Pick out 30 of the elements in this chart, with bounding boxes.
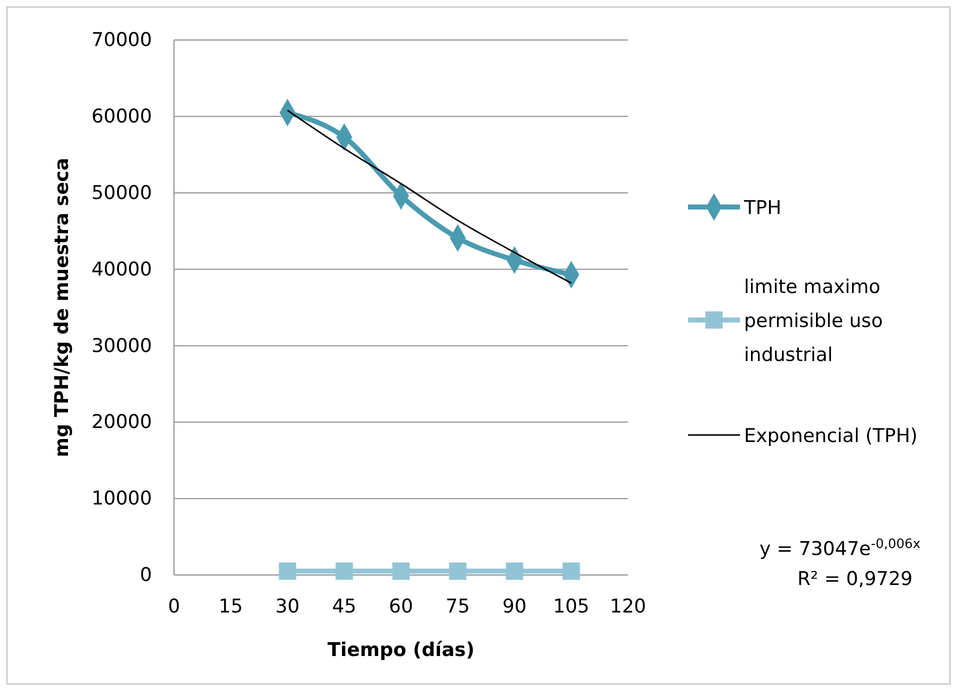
y-axis-title: mg TPH/kg de muestra seca — [51, 158, 73, 458]
point — [392, 562, 410, 580]
point — [336, 562, 353, 580]
y-tick-label: 40000 — [92, 258, 152, 280]
y-tick-label: 70000 — [92, 29, 152, 52]
x-axis-title: Tiempo (días) — [327, 639, 475, 661]
text: R² = 0,9729 — [797, 568, 913, 590]
x-tick-label: 105 — [553, 595, 590, 618]
y-tick-label: 0 — [140, 564, 152, 586]
x-tick-label: 60 — [388, 595, 414, 618]
x-tick-label: 0 — [168, 595, 180, 618]
y-tick-label: 60000 — [92, 106, 152, 128]
y-tick-label: 10000 — [92, 488, 152, 510]
text: y = 73047e$^{-0,006x}$ — [760, 536, 921, 560]
point — [449, 562, 466, 580]
y-tick-label: 20000 — [92, 411, 152, 434]
x-tick-label: 45 — [332, 595, 356, 618]
x-tick-label: 75 — [446, 595, 470, 618]
x-tick-label: 90 — [502, 595, 527, 618]
legend-label: TPH — [743, 197, 782, 219]
x-tick-label: 120 — [610, 595, 646, 618]
point — [506, 562, 524, 580]
point — [562, 562, 580, 580]
y-tick-label: 50000 — [92, 182, 152, 204]
point — [278, 562, 296, 580]
x-tick-label: 15 — [218, 595, 243, 618]
legend-label: limite maximo permisible uso industrial — [744, 276, 883, 366]
legend-label: Exponencial (TPH) — [744, 425, 918, 447]
y-tick-label: 30000 — [92, 334, 152, 357]
x-tick-label: 30 — [275, 595, 300, 618]
